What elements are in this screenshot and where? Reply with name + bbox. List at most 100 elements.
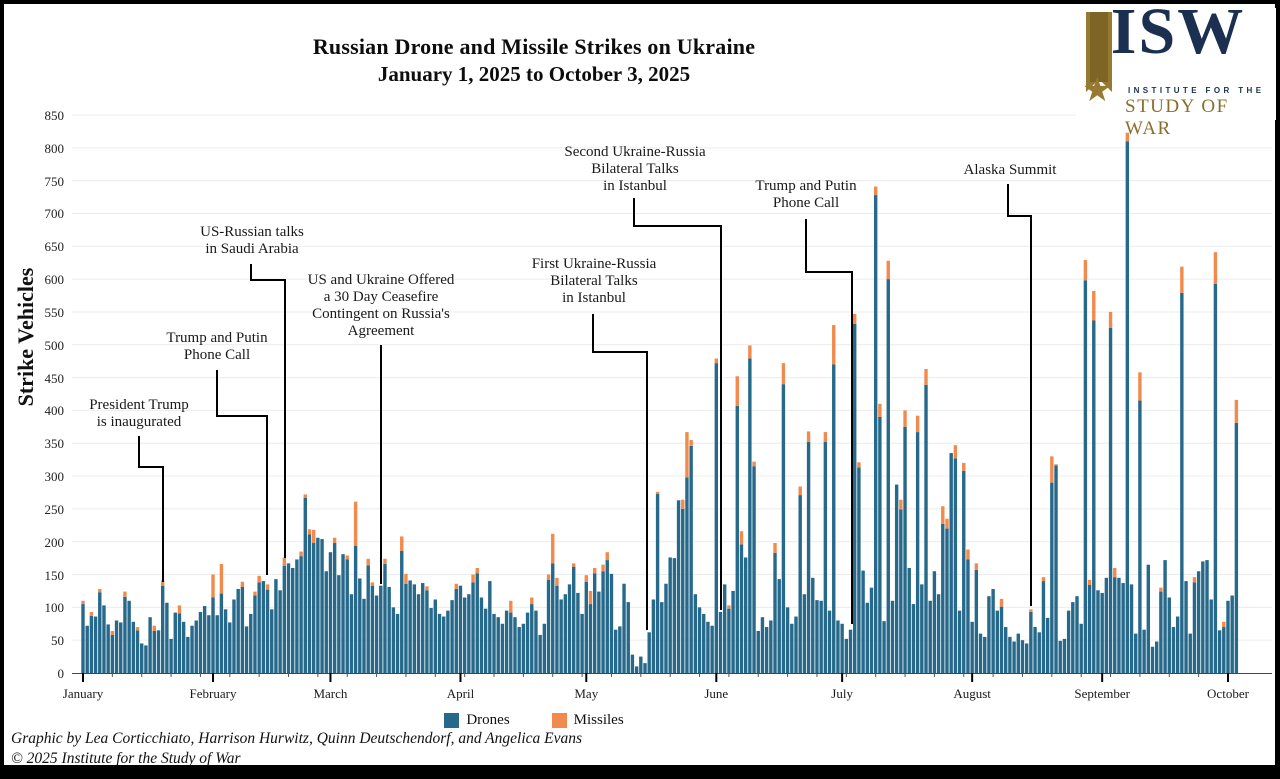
strike-bar bbox=[815, 600, 819, 673]
drones-segment bbox=[827, 610, 832, 673]
strike-bar bbox=[387, 587, 391, 673]
drones-segment bbox=[815, 600, 819, 673]
strike-bar bbox=[567, 584, 572, 673]
drones-segment bbox=[282, 565, 287, 673]
strike-bar bbox=[127, 600, 131, 673]
strike-bar bbox=[467, 594, 471, 673]
strike-bar bbox=[932, 571, 937, 673]
strike-bar bbox=[1029, 609, 1033, 673]
drones-segment bbox=[978, 633, 983, 673]
strike-bar bbox=[1004, 627, 1008, 673]
drones-segment bbox=[349, 594, 354, 673]
annotation-line-saudi-talks bbox=[250, 264, 286, 558]
missiles-segment bbox=[98, 588, 102, 593]
drones-segment bbox=[559, 599, 563, 673]
strike-bar bbox=[462, 597, 467, 673]
strike-bar bbox=[395, 613, 400, 673]
strike-bar bbox=[1171, 627, 1176, 673]
drones-segment bbox=[416, 594, 421, 673]
strike-bar bbox=[1234, 399, 1239, 673]
strike-bar bbox=[1192, 577, 1197, 673]
drones-segment bbox=[836, 620, 840, 673]
missiles-segment bbox=[727, 605, 731, 609]
strike-bar bbox=[920, 584, 924, 673]
strike-bar bbox=[551, 533, 555, 673]
drones-segment bbox=[702, 613, 706, 673]
strike-bar bbox=[987, 596, 991, 673]
drones-segment bbox=[165, 602, 169, 673]
strike-bar bbox=[1167, 597, 1171, 673]
strike-bar bbox=[1037, 632, 1041, 673]
strike-bar bbox=[609, 573, 614, 673]
strike-bar bbox=[672, 558, 677, 673]
strike-bar bbox=[630, 654, 635, 673]
drones-segment bbox=[928, 600, 932, 673]
missiles-segment bbox=[211, 574, 215, 598]
strike-bar bbox=[177, 605, 182, 673]
strike-bar bbox=[1108, 311, 1113, 673]
drones-segment bbox=[563, 594, 568, 673]
strike-bar bbox=[1045, 617, 1050, 673]
month-label: October bbox=[1207, 686, 1249, 701]
strike-bar bbox=[291, 567, 295, 673]
missiles-segment bbox=[853, 313, 857, 324]
missiles-segment bbox=[886, 260, 890, 280]
strike-bar bbox=[450, 600, 454, 673]
strike-bar bbox=[156, 630, 161, 673]
drones-segment bbox=[555, 585, 559, 673]
drones-segment bbox=[488, 581, 492, 673]
drones-segment bbox=[748, 358, 752, 673]
drones-segment bbox=[848, 629, 853, 673]
strike-bar bbox=[613, 629, 618, 673]
drones-segment bbox=[915, 432, 920, 673]
drones-segment bbox=[328, 552, 333, 673]
strike-bar bbox=[777, 579, 781, 673]
missiles-segment bbox=[945, 518, 949, 529]
strike-bar bbox=[882, 621, 886, 673]
drones-segment bbox=[1113, 577, 1117, 673]
drones-segment bbox=[81, 604, 85, 673]
strike-bar bbox=[605, 552, 609, 673]
y-tick-label: 250 bbox=[44, 501, 65, 517]
drones-segment bbox=[307, 534, 312, 673]
drones-segment bbox=[324, 571, 328, 673]
drones-segment bbox=[228, 622, 232, 673]
drones-segment bbox=[148, 617, 152, 673]
strike-bar bbox=[152, 625, 156, 673]
strike-bar bbox=[475, 567, 479, 673]
strike-bar bbox=[194, 620, 198, 673]
y-tick-label: 550 bbox=[44, 304, 65, 320]
drones-segment bbox=[832, 364, 836, 673]
drones-segment bbox=[567, 584, 572, 673]
strike-bar bbox=[903, 410, 907, 673]
drones-segment bbox=[387, 587, 391, 673]
missiles-segment bbox=[299, 551, 303, 557]
strike-bar bbox=[1138, 372, 1142, 673]
drones-segment bbox=[903, 426, 907, 673]
drones-segment bbox=[911, 604, 916, 673]
strike-bar bbox=[1062, 638, 1067, 673]
strike-bar bbox=[1092, 290, 1096, 673]
drones-segment bbox=[425, 590, 429, 673]
strike-bar bbox=[278, 590, 282, 673]
strike-bar bbox=[416, 594, 421, 673]
missiles-segment bbox=[400, 536, 404, 551]
annotation-line-inauguration bbox=[138, 436, 164, 582]
strike-bar bbox=[1125, 132, 1130, 674]
drones-segment bbox=[953, 458, 958, 673]
y-tick-label: 0 bbox=[57, 666, 65, 681]
strike-bar bbox=[811, 577, 815, 673]
drones-segment bbox=[538, 634, 542, 673]
drones-segment bbox=[534, 610, 538, 673]
drones-segment bbox=[592, 573, 597, 673]
drones-segment bbox=[471, 582, 475, 673]
drones-segment bbox=[1096, 590, 1100, 673]
missiles-segment bbox=[551, 533, 555, 564]
drones-segment bbox=[479, 597, 484, 673]
missiles-segment bbox=[974, 563, 979, 570]
strike-bar bbox=[643, 663, 647, 673]
strike-bar bbox=[945, 518, 949, 673]
strike-bar bbox=[274, 579, 278, 673]
strike-bar bbox=[1121, 583, 1125, 673]
drones-segment bbox=[123, 596, 127, 673]
